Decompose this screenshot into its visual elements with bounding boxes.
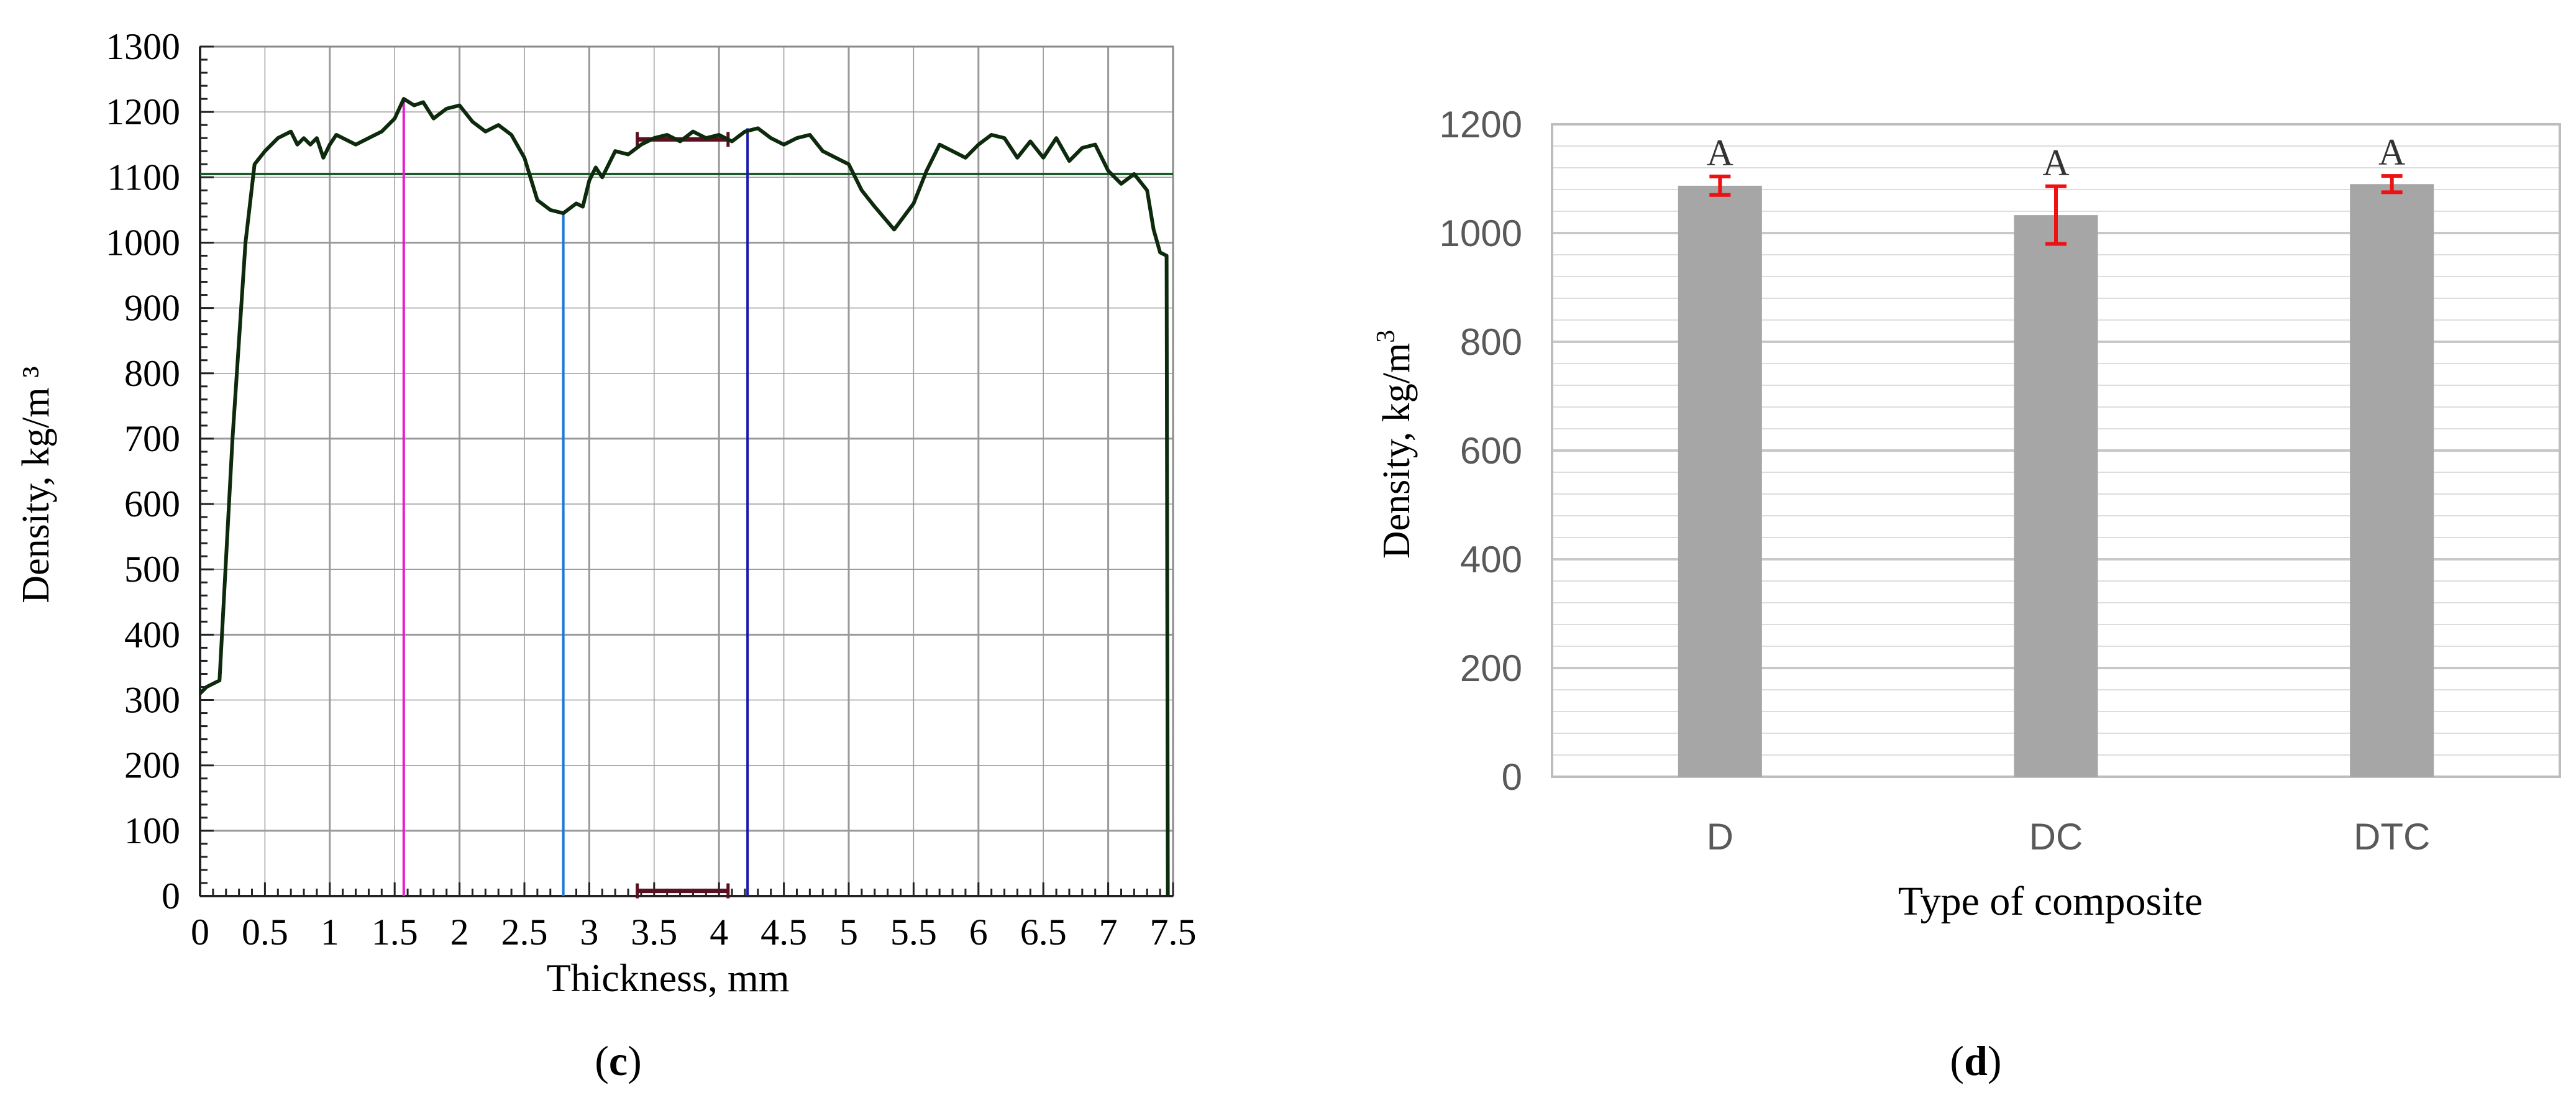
d-category-label: DC <box>2029 816 2083 858</box>
c-x-tick-label: 7.5 <box>1150 912 1197 953</box>
c-x-tick-label: 5 <box>839 912 858 953</box>
d-group-letter: A <box>2378 132 2405 173</box>
d-x-axis-label: Type of composite <box>1898 879 2203 924</box>
c-x-tick-label: 1 <box>321 912 339 953</box>
c-x-tick-label: 7 <box>1099 912 1118 953</box>
c-x-tick-label: 3.5 <box>631 912 677 953</box>
d-y-tick-label: 600 <box>1460 430 1522 472</box>
d-bar <box>2350 184 2434 777</box>
c-y-tick-label: 1300 <box>106 26 180 67</box>
c-y-tick-label: 900 <box>124 288 180 329</box>
c-panel-label: (c) <box>595 1037 642 1084</box>
c-x-tick-label: 2 <box>450 912 469 953</box>
c-x-tick-labels: 0 0.5 1 1.5 2 2.5 3 3.5 4 4.5 5 5.5 6 6.5 7 7.5 <box>191 912 1197 953</box>
c-y-tick-label: 700 <box>124 418 180 459</box>
d-y-tick-label: 200 <box>1460 648 1522 689</box>
d-group-letter: A <box>2042 142 2069 183</box>
c-x-tick-label: 6 <box>969 912 988 953</box>
c-x-tick-label: 6.5 <box>1020 912 1067 953</box>
d-y-tick-label: 1000 <box>1440 213 1522 254</box>
d-bar <box>2014 215 2098 777</box>
d-bars <box>1678 184 2434 777</box>
d-bar <box>1678 185 1762 777</box>
c-x-tick-label: 3 <box>580 912 598 953</box>
c-vertical-markers <box>402 99 749 896</box>
d-y-tick-label: 0 <box>1502 756 1522 798</box>
c-y-tick-label: 1000 <box>106 222 180 263</box>
c-y-tick-label: 1200 <box>106 91 180 132</box>
c-x-tick-label: 1.5 <box>372 912 418 953</box>
c-brackets <box>636 132 730 899</box>
c-y-tick-label: 800 <box>124 353 180 394</box>
d-group-letter: A <box>1707 132 1733 173</box>
c-x-tick-label: 5.5 <box>890 912 937 953</box>
c-x-tick-label: 4 <box>710 912 728 953</box>
d-y-tick-label: 1200 <box>1440 104 1522 145</box>
c-y-tick-label: 1100 <box>107 157 180 198</box>
c-y-tick-label: 500 <box>124 549 180 590</box>
d-y-tick-label: 800 <box>1460 321 1522 363</box>
c-gridlines <box>199 45 1174 897</box>
d-category-labels: D DC DTC <box>1707 816 2431 858</box>
c-y-tick-label: 300 <box>124 680 180 721</box>
c-y-tick-label: 200 <box>124 745 180 786</box>
d-y-tick-labels: 0 200 400 600 800 1000 1200 <box>1440 104 1522 798</box>
c-y-tick-labels: 0 100 200 300 400 500 600 700 800 900 1000 1100 1200… <box>106 26 180 917</box>
c-x-tick-label: 4.5 <box>760 912 807 953</box>
d-category-label: D <box>1707 816 1733 858</box>
c-x-tick-label: 0.5 <box>242 912 288 953</box>
d-panel-label: (d) <box>1950 1037 2001 1084</box>
d-y-tick-label: 400 <box>1460 539 1522 580</box>
c-y-axis-label: Density, kg/m ³ <box>15 366 57 603</box>
c-x-tick-label: 0 <box>191 912 209 953</box>
c-y-tick-label: 600 <box>124 483 180 524</box>
c-y-tick-label: 400 <box>124 614 180 655</box>
d-y-axis-label: Density, kg/m3 <box>1372 330 1418 559</box>
d-category-label: DTC <box>2354 816 2430 858</box>
c-y-tick-label: 100 <box>124 810 180 851</box>
d-error-bars <box>1709 174 2403 246</box>
panel-d-bar-chart: 0 200 400 600 800 1000 1200 A A A D DC DTC Density… <box>1372 104 2561 1084</box>
c-x-axis-label: Thickness, mm <box>546 956 789 1000</box>
c-x-tick-label: 2.5 <box>501 912 548 953</box>
c-axes <box>199 47 1173 897</box>
c-y-tick-label: 0 <box>162 876 180 917</box>
c-density-profile-line <box>198 97 1170 897</box>
panel-c-density-profile: 0100200300400500600700800900100011001200… <box>15 26 1197 1084</box>
